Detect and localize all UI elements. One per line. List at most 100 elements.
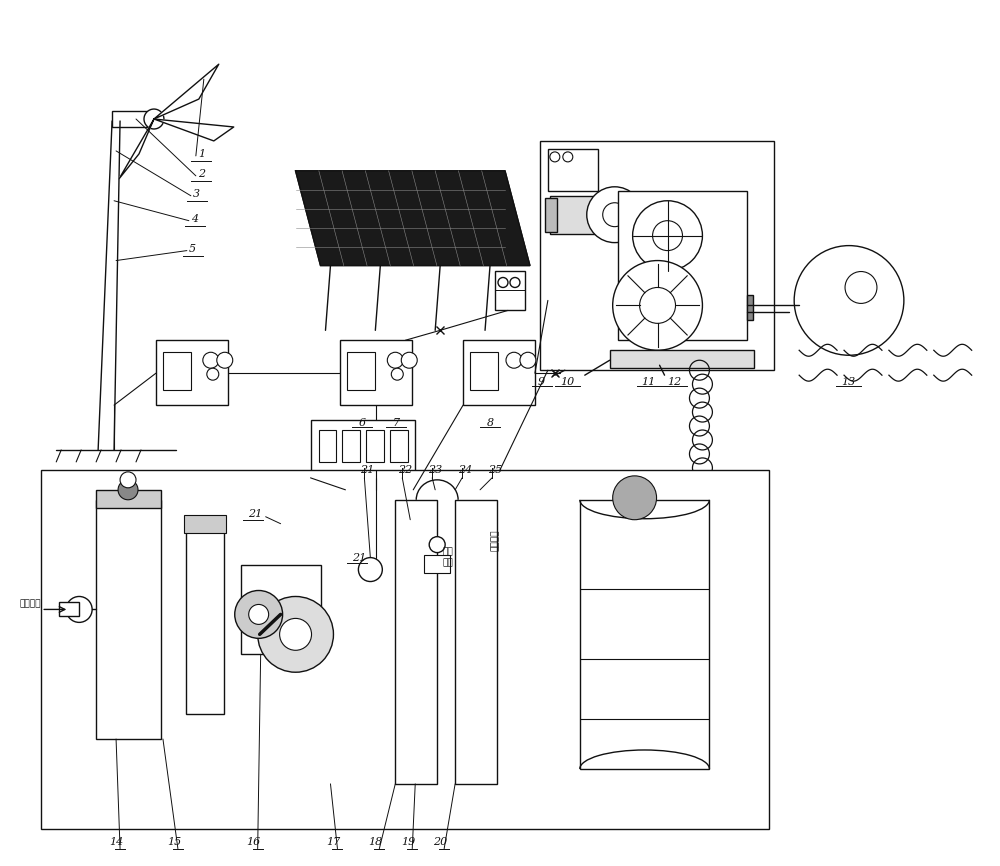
Text: 8: 8 bbox=[487, 418, 494, 428]
Bar bbox=[495, 270, 525, 310]
Bar bbox=[378, 498, 402, 550]
Bar bbox=[156, 340, 228, 405]
Bar bbox=[281, 490, 410, 558]
Circle shape bbox=[794, 246, 904, 355]
Text: 25: 25 bbox=[488, 465, 502, 475]
Bar bbox=[340, 340, 412, 405]
Text: 淡水出口: 淡水出口 bbox=[491, 530, 500, 551]
Polygon shape bbox=[154, 119, 234, 141]
Circle shape bbox=[144, 109, 164, 129]
Circle shape bbox=[520, 352, 536, 368]
Circle shape bbox=[587, 187, 643, 242]
Circle shape bbox=[358, 558, 382, 582]
Bar bbox=[96, 500, 161, 739]
Bar bbox=[610, 350, 754, 368]
Circle shape bbox=[510, 277, 520, 288]
Circle shape bbox=[207, 368, 219, 380]
Circle shape bbox=[845, 272, 877, 303]
Bar bbox=[470, 352, 498, 391]
Circle shape bbox=[387, 352, 403, 368]
Text: 24: 24 bbox=[458, 465, 472, 475]
Text: 13: 13 bbox=[841, 378, 855, 387]
Text: 14: 14 bbox=[109, 837, 123, 847]
Text: 15: 15 bbox=[167, 837, 181, 847]
Text: 18: 18 bbox=[368, 837, 382, 847]
Bar bbox=[390, 430, 408, 462]
Bar bbox=[347, 352, 375, 391]
Bar bbox=[112, 111, 147, 127]
Circle shape bbox=[640, 288, 676, 323]
Bar bbox=[348, 498, 372, 550]
Text: 3: 3 bbox=[193, 189, 200, 199]
Circle shape bbox=[120, 472, 136, 488]
Bar bbox=[342, 430, 360, 462]
Bar bbox=[747, 295, 753, 320]
Circle shape bbox=[401, 352, 417, 368]
Bar bbox=[59, 603, 79, 617]
Text: 19: 19 bbox=[401, 837, 415, 847]
Circle shape bbox=[217, 352, 233, 368]
Bar bbox=[580, 500, 709, 769]
Bar bbox=[463, 340, 535, 405]
Bar bbox=[186, 520, 224, 714]
Circle shape bbox=[258, 597, 333, 672]
Bar bbox=[548, 149, 598, 191]
Circle shape bbox=[633, 201, 702, 270]
Bar bbox=[545, 197, 557, 231]
Bar bbox=[455, 500, 497, 784]
Text: 21: 21 bbox=[248, 508, 262, 519]
Text: 10: 10 bbox=[560, 378, 574, 387]
Bar bbox=[395, 500, 437, 784]
Text: 4: 4 bbox=[191, 214, 198, 223]
Text: 浓水
排放: 浓水 排放 bbox=[443, 547, 454, 567]
Polygon shape bbox=[119, 119, 154, 178]
Bar bbox=[96, 490, 161, 507]
Text: 22: 22 bbox=[398, 465, 413, 475]
Circle shape bbox=[498, 277, 508, 288]
Text: 21: 21 bbox=[360, 465, 375, 475]
Polygon shape bbox=[296, 171, 530, 266]
Circle shape bbox=[391, 368, 403, 380]
Circle shape bbox=[613, 475, 657, 520]
Text: 20: 20 bbox=[433, 837, 447, 847]
Circle shape bbox=[563, 152, 573, 162]
Circle shape bbox=[506, 352, 522, 368]
Text: 6: 6 bbox=[358, 418, 366, 428]
Text: 12: 12 bbox=[668, 378, 682, 387]
Bar bbox=[184, 514, 226, 533]
Circle shape bbox=[66, 597, 92, 623]
Text: 2: 2 bbox=[198, 169, 205, 179]
Circle shape bbox=[613, 261, 702, 350]
Circle shape bbox=[280, 618, 312, 650]
Text: 7: 7 bbox=[392, 418, 399, 428]
Bar bbox=[540, 141, 774, 370]
Circle shape bbox=[603, 203, 627, 227]
Circle shape bbox=[653, 221, 682, 250]
Bar bbox=[241, 565, 320, 655]
Circle shape bbox=[118, 480, 138, 500]
Circle shape bbox=[249, 604, 269, 624]
Text: 23: 23 bbox=[428, 465, 442, 475]
Bar bbox=[366, 430, 384, 462]
Bar bbox=[163, 352, 191, 391]
Text: 16: 16 bbox=[247, 837, 261, 847]
Polygon shape bbox=[154, 64, 219, 119]
Bar bbox=[41, 470, 769, 829]
Bar bbox=[311, 420, 415, 478]
Circle shape bbox=[203, 352, 219, 368]
Bar bbox=[289, 498, 313, 550]
Text: 21: 21 bbox=[352, 553, 367, 563]
Bar bbox=[319, 430, 336, 462]
Bar bbox=[618, 191, 747, 340]
Bar bbox=[424, 554, 450, 572]
Circle shape bbox=[235, 591, 283, 638]
Text: 17: 17 bbox=[326, 837, 341, 847]
Text: 5: 5 bbox=[189, 243, 196, 254]
Bar bbox=[319, 498, 342, 550]
Text: 1: 1 bbox=[198, 149, 205, 159]
Circle shape bbox=[550, 152, 560, 162]
Text: 海水进口: 海水进口 bbox=[19, 599, 41, 609]
Circle shape bbox=[429, 537, 445, 553]
Text: 11: 11 bbox=[642, 378, 656, 387]
Bar bbox=[550, 196, 615, 234]
